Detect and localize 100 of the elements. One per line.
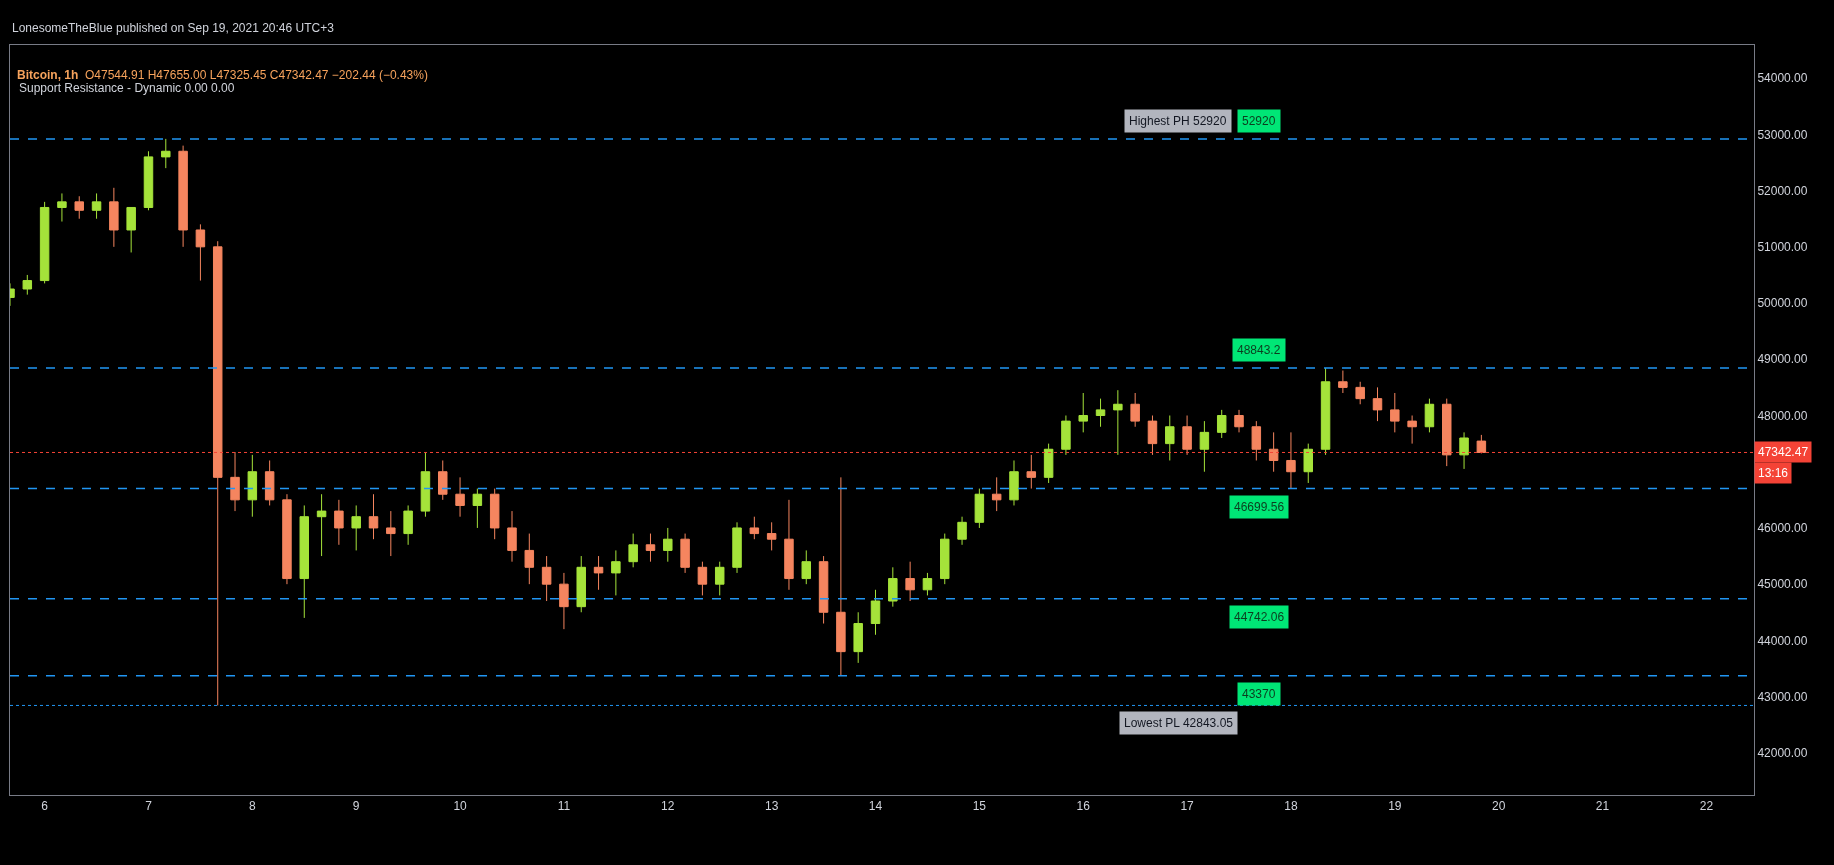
x-tick-label: 10 [453, 799, 468, 814]
y-tick-label: 49000.00 [1757, 352, 1808, 367]
x-tick-label: 12 [661, 799, 675, 814]
x-tick-label: 19 [1388, 799, 1402, 814]
candlestick [714, 561, 725, 596]
candlestick [870, 589, 881, 636]
candlestick [438, 459, 448, 501]
ref-line-label: 44742.06 [1234, 610, 1285, 624]
candlestick [836, 476, 846, 677]
candlestick [593, 555, 604, 591]
x-tick-label: 17 [1180, 799, 1195, 814]
candlestick [472, 488, 483, 529]
candlestick [766, 521, 777, 551]
candlestick [39, 201, 50, 284]
y-tick-label: 53000.00 [1757, 127, 1808, 142]
y-tick-label: 48000.00 [1757, 408, 1808, 423]
y-tick-label: 44000.00 [1757, 633, 1808, 648]
x-tick-label: 7 [145, 799, 153, 814]
candlestick [888, 566, 898, 608]
ref-line-label: 47342.47 [1758, 445, 1809, 459]
candlestick [282, 493, 292, 585]
x-tick-label: 14 [868, 799, 883, 814]
text: Bitcoin, 1h [16, 67, 79, 82]
candlestick [1095, 398, 1106, 428]
candlestick [1009, 459, 1019, 506]
candlestick [212, 240, 223, 706]
candlestick [1216, 409, 1227, 439]
y-tick-label: 45000.00 [1757, 577, 1808, 592]
candlestick [386, 510, 396, 557]
candlestick [489, 488, 500, 540]
candlestick [161, 138, 171, 169]
x-tick-label: 21 [1595, 799, 1610, 814]
y-tick-label: 50000.00 [1757, 296, 1808, 311]
candlestick [1303, 443, 1313, 484]
y-tick-label: 51000.00 [1757, 240, 1808, 255]
candlestick [334, 499, 344, 546]
candlestick [368, 493, 379, 540]
candlestick [1078, 392, 1088, 433]
candlestick [957, 516, 967, 546]
candlestick [264, 459, 275, 506]
candlestick [91, 192, 102, 220]
candlestick [109, 187, 119, 248]
candlestick [559, 572, 569, 630]
y-tick-label: 52000.00 [1757, 183, 1808, 198]
x-tick-label: 22 [1699, 799, 1714, 814]
candlestick [420, 451, 431, 518]
candlestick [455, 476, 465, 518]
x-tick-label: 8 [249, 799, 256, 814]
text: LonesomeTheBlue published on Sep 19, 2021 20:46 UTC+3 [12, 21, 335, 35]
x-tick-label: 9 [352, 799, 360, 814]
candlestick [126, 206, 136, 253]
candlestick [818, 555, 829, 625]
x-tick-label: 16 [1076, 799, 1091, 814]
ref-line-label: 46699.56 [1234, 500, 1285, 514]
annotation: Support Resistance - Dynamic 0.00 0.00 [19, 81, 235, 95]
ref-line-label: 43370 [1242, 687, 1276, 701]
candlestick [732, 521, 742, 574]
candlestick [991, 476, 1002, 512]
candlestick [1026, 454, 1037, 490]
candlestick [195, 223, 206, 282]
candlestick [1459, 431, 1469, 470]
candlestick [1043, 443, 1054, 484]
candlestick [74, 195, 84, 220]
candlestick [1286, 431, 1296, 490]
candlestick [1234, 409, 1244, 433]
annotation: Lowest PL 42843.05 [1124, 716, 1234, 730]
candlestick [1390, 392, 1400, 433]
candlestick [697, 561, 708, 596]
x-tick-label: 6 [41, 799, 49, 814]
candlestick [1251, 420, 1262, 461]
candlestick [940, 533, 950, 585]
y-tick-label: 43000.00 [1757, 689, 1808, 704]
candlestick [749, 516, 760, 540]
x-tick-label: 13 [764, 799, 779, 814]
x-tick-label: 20 [1491, 799, 1506, 814]
candlestick [1338, 370, 1348, 394]
candlestick [1165, 415, 1175, 461]
candlestick [853, 611, 863, 664]
candlestick [784, 499, 794, 591]
candlestick [1476, 434, 1487, 454]
candlestick [403, 504, 413, 546]
text: 13:16 [1758, 466, 1789, 480]
y-tick-label: 46000.00 [1757, 521, 1808, 536]
candlestick [247, 454, 258, 518]
candlestick [541, 555, 552, 602]
candlestick [351, 504, 361, 551]
candlestick [1199, 420, 1210, 473]
x-tick-label: 15 [972, 799, 987, 814]
candlestick [905, 561, 915, 602]
candlestick [524, 533, 535, 585]
ref-line-label: 48843.2 [1237, 343, 1281, 357]
candlestick [1355, 381, 1365, 405]
candlestick [178, 145, 188, 248]
candlestick [230, 451, 240, 512]
candlestick [680, 533, 690, 574]
candlestick [922, 572, 933, 596]
candlestick [801, 549, 812, 585]
y-tick-label: 42000.00 [1757, 746, 1808, 761]
candlestick [645, 533, 656, 563]
candlestick [1372, 386, 1383, 422]
